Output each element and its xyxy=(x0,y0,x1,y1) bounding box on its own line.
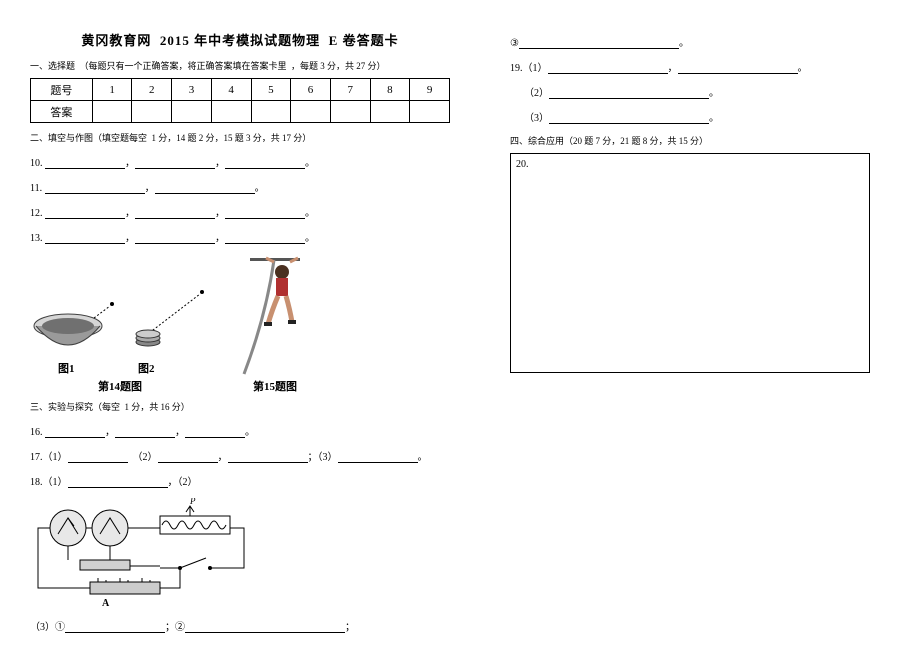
fig14: 图1 图2 第14题图 xyxy=(30,286,210,394)
svg-text:图1: 图1 xyxy=(58,362,75,375)
bowl-coin-diagram: 图1 图2 xyxy=(30,286,210,376)
q11: 11. ，。 xyxy=(30,179,450,194)
section1-header: 一、选择题 （每题只有一个正确答案，将正确答案填在答案卡里 ，每题 3 分，共 … xyxy=(30,59,450,72)
q-top: ③。 xyxy=(510,34,870,49)
section3-header: 三、实验与探究（每空 1 分，共 16 分） xyxy=(30,400,450,413)
q16: 16. ，，。 xyxy=(30,423,450,438)
q19-2: （2）。 xyxy=(510,84,870,99)
row-header: 题号 xyxy=(31,79,93,101)
circuit-diagram: P A xyxy=(30,498,260,608)
table-row: 答案 xyxy=(31,101,450,123)
pole-vault-diagram xyxy=(230,256,320,376)
svg-text:P: P xyxy=(189,498,196,506)
q18: 18.（1），（2） xyxy=(30,473,450,488)
section4-header: 四、综合应用（20 题 7 分，21 题 8 分，共 15 分） xyxy=(510,134,870,147)
fig15-caption: 第15题图 xyxy=(230,378,320,394)
svg-text:A: A xyxy=(102,598,110,608)
q19-3: （3）。 xyxy=(510,109,870,124)
q10: 10. ，，。 xyxy=(30,154,450,169)
page-title: 黄冈教育网 2015 年中考模拟试题物理 E 卷答题卡 xyxy=(30,30,450,49)
q12: 12. ，，。 xyxy=(30,204,450,219)
fig15: 第15题图 xyxy=(230,256,320,394)
q20-label: 20. xyxy=(516,159,529,170)
q13: 13. ，，。 xyxy=(30,229,450,244)
q17: 17.（1） （2），；（3）。 xyxy=(30,448,450,463)
q18p3: （3）①；②； xyxy=(30,618,450,633)
table-row: 题号 1 2 3 4 5 6 7 8 9 xyxy=(31,79,450,101)
svg-text:图2: 图2 xyxy=(138,362,155,375)
figure-row: 图1 图2 第14题图 第15题图 xyxy=(30,256,450,394)
fig14-caption: 第14题图 xyxy=(30,378,210,394)
answer-header: 答案 xyxy=(31,101,93,123)
answer-table: 题号 1 2 3 4 5 6 7 8 9 答案 xyxy=(30,78,450,123)
answer-box xyxy=(510,153,870,373)
section2-header: 二、填空与作图（填空题每空 1 分，14 题 2 分，15 题 3 分，共 17… xyxy=(30,131,450,144)
q19-1: 19.（1），。 xyxy=(510,59,870,74)
